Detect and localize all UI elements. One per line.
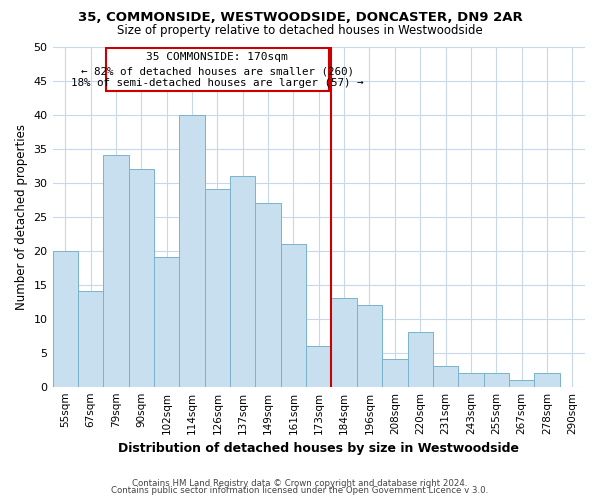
Bar <box>331 298 357 386</box>
Bar <box>407 332 433 386</box>
Bar <box>281 244 306 386</box>
FancyBboxPatch shape <box>106 48 329 90</box>
Text: Contains public sector information licensed under the Open Government Licence v : Contains public sector information licen… <box>112 486 488 495</box>
Bar <box>306 346 331 387</box>
Bar <box>179 114 205 386</box>
Bar <box>256 203 281 386</box>
Text: 18% of semi-detached houses are larger (57) →: 18% of semi-detached houses are larger (… <box>71 78 364 88</box>
Bar <box>103 156 128 386</box>
X-axis label: Distribution of detached houses by size in Westwoodside: Distribution of detached houses by size … <box>118 442 519 455</box>
Bar <box>78 292 103 386</box>
Bar <box>458 373 484 386</box>
Y-axis label: Number of detached properties: Number of detached properties <box>15 124 28 310</box>
Bar <box>205 190 230 386</box>
Text: 35 COMMONSIDE: 170sqm: 35 COMMONSIDE: 170sqm <box>146 52 288 62</box>
Bar <box>534 373 560 386</box>
Bar <box>154 258 179 386</box>
Text: 35, COMMONSIDE, WESTWOODSIDE, DONCASTER, DN9 2AR: 35, COMMONSIDE, WESTWOODSIDE, DONCASTER,… <box>77 11 523 24</box>
Text: Size of property relative to detached houses in Westwoodside: Size of property relative to detached ho… <box>117 24 483 37</box>
Bar <box>230 176 256 386</box>
Bar <box>433 366 458 386</box>
Bar <box>484 373 509 386</box>
Bar <box>53 250 78 386</box>
Text: Contains HM Land Registry data © Crown copyright and database right 2024.: Contains HM Land Registry data © Crown c… <box>132 478 468 488</box>
Bar <box>128 169 154 386</box>
Bar <box>357 305 382 386</box>
Bar <box>509 380 534 386</box>
Bar <box>382 360 407 386</box>
Text: ← 82% of detached houses are smaller (260): ← 82% of detached houses are smaller (26… <box>81 66 354 76</box>
